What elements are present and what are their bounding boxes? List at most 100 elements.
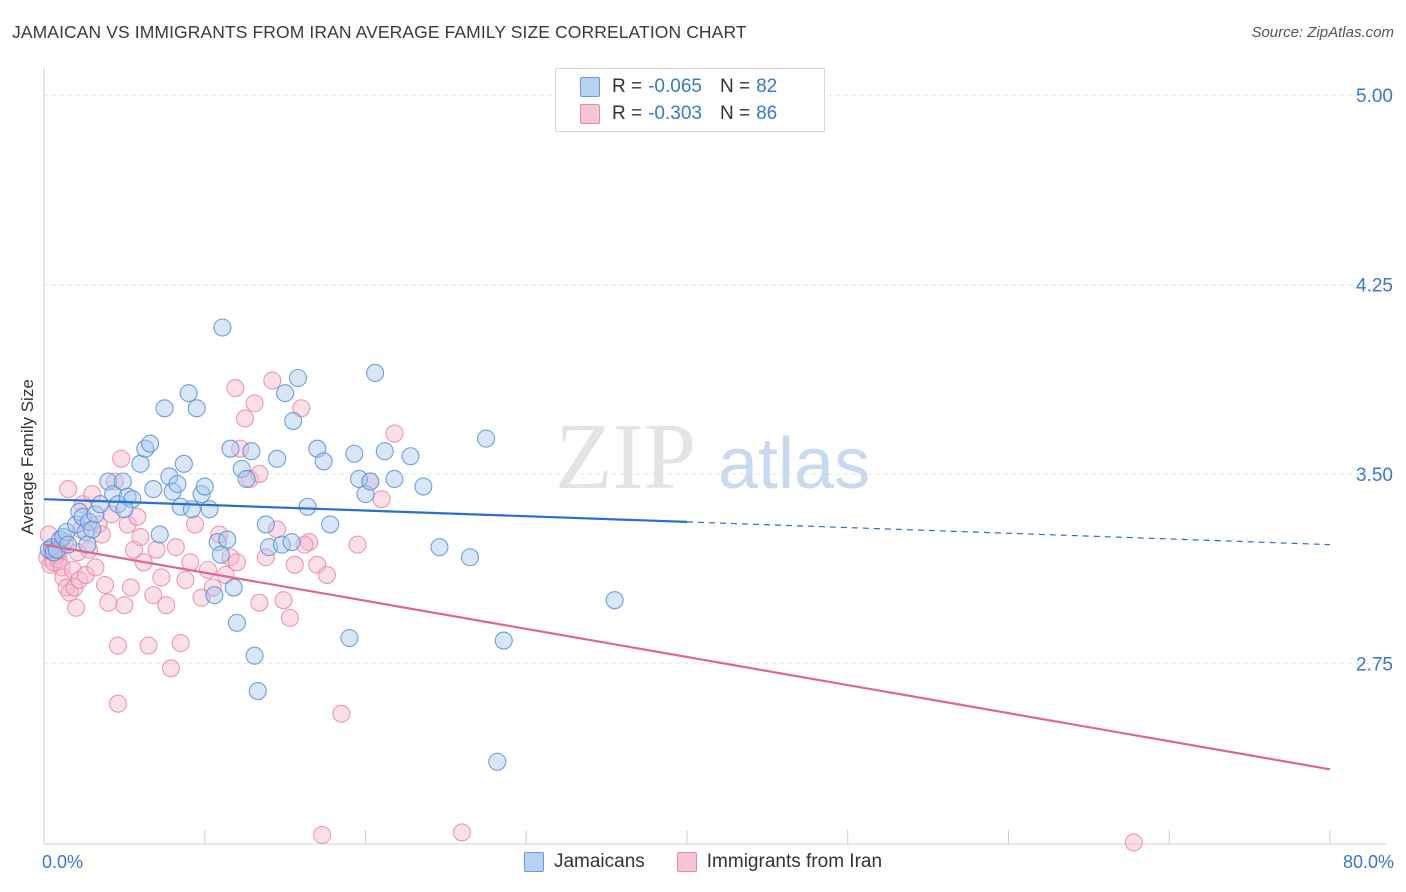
y-tick-labels: 2.75 3.50 4.25 5.00: [1356, 86, 1393, 675]
jamaicans-point: [282, 533, 301, 552]
jamaicans-point: [136, 439, 155, 458]
iran-point: [166, 538, 185, 557]
iran-point: [176, 570, 195, 590]
jamaicans-trendline-extension: [686, 521, 1331, 546]
iran-point: [285, 555, 304, 574]
iran-point: [67, 598, 86, 617]
jamaicans-point: [218, 530, 237, 549]
jamaicans-point: [168, 474, 187, 494]
jamaicans-point: [401, 447, 420, 466]
jamaicans-point: [340, 628, 359, 648]
watermark: ZIP atlas: [555, 405, 870, 509]
iran-point: [226, 379, 245, 398]
jamaicans-point: [375, 442, 394, 461]
jamaicans-point: [477, 429, 496, 448]
series-immigrants-from-iran: [38, 371, 1143, 852]
y-tick-label: 4.25: [1356, 276, 1393, 297]
y-tick-label: 2.75: [1356, 654, 1393, 675]
jamaicans-point: [205, 586, 224, 605]
jamaicans-point: [345, 444, 364, 463]
iran-point: [161, 659, 181, 678]
iran-point: [300, 533, 319, 552]
legend-n-label: N =: [719, 76, 751, 97]
legend-label-iran: Immigrants from Iran: [706, 851, 883, 872]
jamaicans-point: [227, 613, 246, 632]
jamaicans-point: [361, 472, 380, 491]
stats-legend: R = -0.065 N = 82 R = -0.303 N = 86: [555, 68, 825, 132]
iran-point: [203, 578, 222, 597]
legend-r-value: -0.303: [648, 103, 702, 124]
jamaicans-point: [171, 497, 190, 516]
iran-point: [317, 565, 336, 584]
legend-n-value: 86: [756, 103, 778, 124]
legend-swatch-blue: [580, 77, 600, 97]
iran-point: [59, 480, 78, 499]
iran-point: [231, 439, 250, 458]
jamaicans-point: [350, 469, 369, 489]
legend-item-jamaicans: Jamaicans: [523, 851, 645, 873]
jamaicans-point: [321, 515, 340, 534]
legend-n-value: 82: [756, 76, 778, 97]
legend-swatch-jamaicans: [523, 852, 544, 872]
source-credit: Source: ZipAtlas.com: [1251, 24, 1394, 41]
iran-point: [157, 596, 176, 615]
jamaicans-point: [298, 497, 317, 516]
iran-point: [118, 515, 137, 534]
iran-point: [171, 634, 190, 653]
iran-point: [121, 578, 140, 597]
jamaicans-point: [460, 548, 480, 567]
iran-point: [452, 823, 472, 842]
jamaicans-point: [221, 439, 240, 458]
jamaicans-point: [86, 505, 105, 524]
jamaicans-point: [237, 469, 256, 489]
jamaicans-point: [115, 500, 134, 519]
legend-swatch-iran: [676, 852, 697, 872]
legend-row-iran: R = -0.303 N = 86: [580, 101, 777, 127]
y-axis-label: Average Family Size: [18, 379, 37, 535]
iran-trendline: [43, 543, 1331, 771]
jamaicans-point: [385, 469, 404, 489]
jamaicans-point: [211, 545, 230, 564]
jamaicans-point: [187, 399, 206, 418]
x-tick-label-min: 0.0%: [42, 852, 84, 872]
jamaicans-point: [605, 591, 624, 610]
iran-point: [144, 586, 163, 605]
legend-row-jamaicans: R = -0.065 N = 82: [580, 74, 777, 100]
iran-point: [186, 515, 205, 534]
jamaicans-point: [213, 318, 232, 337]
jamaicans-point: [366, 363, 385, 383]
gridlines: [44, 94, 1386, 664]
x-tick-label-max: 80.0%: [1342, 852, 1394, 872]
jamaicans-trendline: [43, 498, 688, 524]
jamaicans-point: [131, 454, 150, 473]
iran-point: [348, 535, 367, 554]
legend-n-label: N =: [719, 103, 751, 124]
iran-point: [1124, 833, 1143, 852]
chart-title: JAMAICAN VS IMMIGRANTS FROM IRAN AVERAGE…: [12, 22, 747, 42]
watermark-atlas: atlas: [718, 424, 870, 504]
iran-point: [385, 424, 404, 443]
jamaicans-point: [155, 399, 174, 418]
jamaicans-point: [256, 515, 275, 534]
jamaicans-point: [141, 434, 160, 453]
jamaicans-point: [242, 442, 261, 461]
legend-swatch-pink: [580, 104, 600, 124]
jamaicans-point: [494, 631, 513, 650]
iran-point: [235, 409, 254, 428]
trendlines: [43, 498, 1331, 771]
jamaicans-point: [268, 449, 287, 468]
y-tick-label: 5.00: [1356, 86, 1393, 107]
iran-point: [198, 560, 218, 579]
iran-point: [86, 558, 105, 577]
iran-point: [256, 548, 275, 567]
jamaicans-point: [113, 472, 132, 491]
iran-point: [250, 593, 269, 612]
iran-point: [332, 704, 351, 723]
iran-point: [108, 694, 127, 713]
jamaicans-point: [314, 452, 333, 471]
iran-point: [372, 490, 391, 509]
jamaicans-point: [232, 459, 251, 478]
jamaicans-point: [174, 454, 193, 473]
jamaicans-point: [414, 477, 433, 496]
